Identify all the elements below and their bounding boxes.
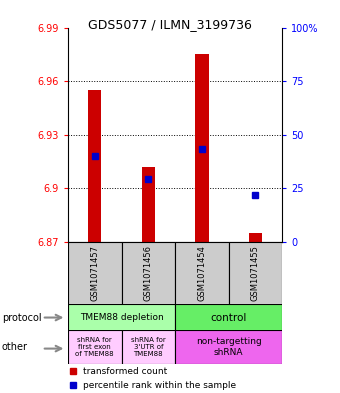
- Bar: [122, 242, 175, 305]
- Bar: [68, 304, 175, 331]
- Bar: [249, 233, 262, 242]
- Bar: [175, 330, 282, 364]
- Bar: [175, 304, 282, 331]
- Text: control: control: [210, 312, 247, 323]
- Bar: [229, 242, 282, 305]
- Text: GDS5077 / ILMN_3199736: GDS5077 / ILMN_3199736: [88, 18, 252, 31]
- Bar: [175, 242, 229, 305]
- Text: other: other: [2, 342, 28, 352]
- Text: GSM1071456: GSM1071456: [144, 245, 153, 301]
- Bar: [88, 90, 101, 242]
- Text: percentile rank within the sample: percentile rank within the sample: [83, 381, 236, 390]
- Text: protocol: protocol: [2, 312, 41, 323]
- Bar: [68, 242, 122, 305]
- Bar: [122, 330, 175, 364]
- Text: GSM1071455: GSM1071455: [251, 245, 260, 301]
- Text: TMEM88 depletion: TMEM88 depletion: [80, 313, 164, 322]
- Bar: [68, 330, 122, 364]
- Text: GSM1071454: GSM1071454: [198, 245, 206, 301]
- Text: shRNA for
3'UTR of
TMEM88: shRNA for 3'UTR of TMEM88: [131, 337, 166, 357]
- Text: non-targetting
shRNA: non-targetting shRNA: [196, 337, 261, 356]
- Text: GSM1071457: GSM1071457: [90, 245, 99, 301]
- Bar: [142, 167, 155, 242]
- Text: shRNA for
first exon
of TMEM88: shRNA for first exon of TMEM88: [75, 337, 114, 357]
- Bar: [195, 54, 208, 242]
- Text: transformed count: transformed count: [83, 367, 168, 376]
